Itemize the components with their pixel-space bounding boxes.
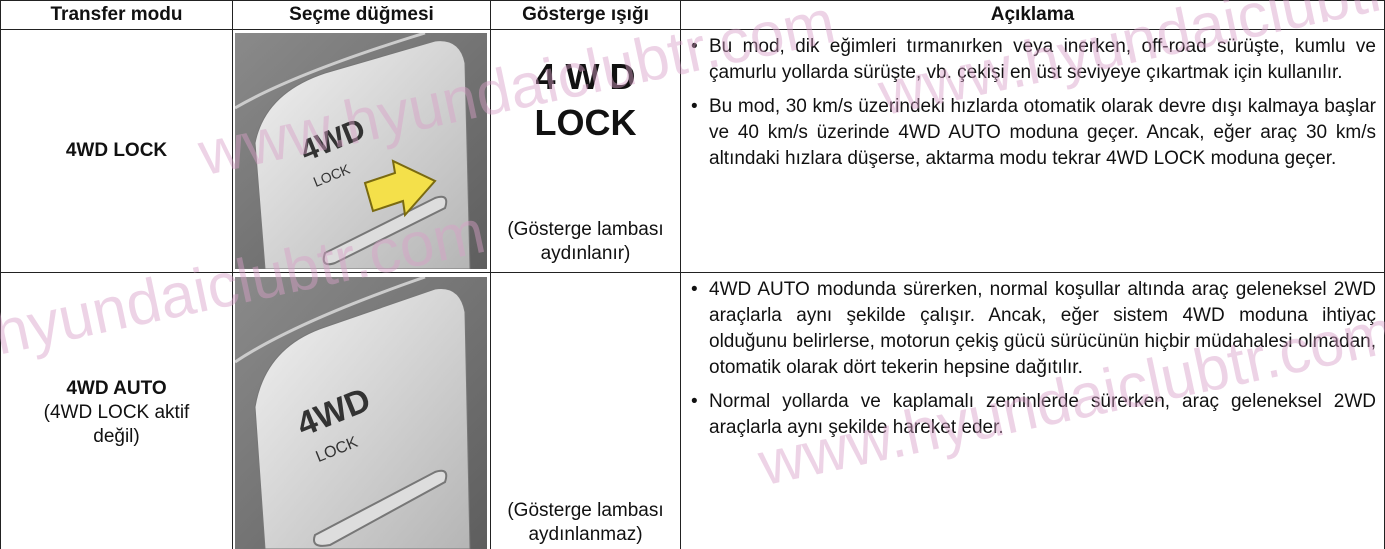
header-cell: Açıklama [680, 0, 1385, 30]
description-cell: Bu mod, dik eğimleri tırmanırken veya in… [680, 29, 1385, 273]
bullet-list: 4WD AUTO modunda sürerken, normal koşull… [691, 277, 1376, 441]
mode-name: 4WD AUTO [66, 378, 167, 399]
bullet: Bu mod, 30 km/s üzerindeki hızlarda otom… [691, 94, 1376, 172]
indicator-cell: 4 W D LOCK (Gösterge lambası aydınlanır) [490, 29, 681, 273]
indicator-note: (Gösterge lambası aydınlanmaz) [507, 500, 664, 545]
indicator-cell: (Gösterge lambası aydınlanmaz) [490, 272, 681, 549]
header-cell: Transfer modu [0, 0, 233, 30]
button-image: 4WD LOCK [235, 33, 487, 269]
button-image-cell: 4WD LOCK [232, 29, 491, 273]
table-row: 4WD AUTO (4WD LOCK aktif değil) 4WD LOCK… [0, 272, 1385, 549]
description-cell: 4WD AUTO modunda sürerken, normal koşull… [680, 272, 1385, 549]
button-image: 4WD LOCK [235, 277, 487, 549]
indicator-text: LOCK [534, 102, 637, 143]
indicator-text: 4 W D [535, 56, 636, 97]
indicator-note: (Gösterge lambası aydınlanır) [507, 219, 664, 264]
indicator-symbol: 4 W D LOCK [491, 54, 680, 146]
button-image-cell: 4WD LOCK [232, 272, 491, 549]
header-cell: Seçme düğmesi [232, 0, 491, 30]
mode-name: 4WD LOCK [65, 140, 168, 161]
mode-cell: 4WD LOCK [0, 29, 233, 273]
table-row: 4WD LOCK 4WD LOCK 4 W D LOCK (Göst [0, 29, 1385, 273]
mode-note: (4WD LOCK aktif değil) [43, 402, 190, 447]
bullet: 4WD AUTO modunda sürerken, normal koşull… [691, 277, 1376, 381]
bullet: Bu mod, dik eğimleri tırmanırken veya in… [691, 34, 1376, 86]
header-row: Transfer modu Seçme düğmesi Gösterge ışı… [0, 0, 1385, 30]
mode-cell: 4WD AUTO (4WD LOCK aktif değil) [0, 272, 233, 549]
bullet: Normal yollarda ve kaplamalı zeminlerde … [691, 389, 1376, 441]
header-cell: Gösterge ışığı [490, 0, 681, 30]
bullet-list: Bu mod, dik eğimleri tırmanırken veya in… [691, 34, 1376, 172]
